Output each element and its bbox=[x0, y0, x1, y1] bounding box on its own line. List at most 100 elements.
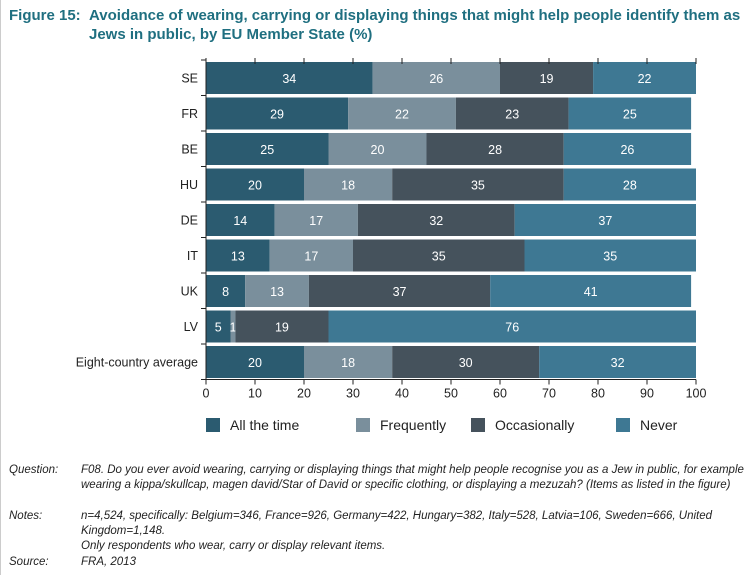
x-tick-label: 60 bbox=[493, 387, 507, 401]
data-label: 26 bbox=[620, 143, 634, 157]
data-label: 28 bbox=[488, 143, 502, 157]
data-label: 22 bbox=[638, 72, 652, 86]
data-label: 35 bbox=[471, 179, 485, 193]
x-tick-label: 100 bbox=[686, 387, 707, 401]
bar-segment bbox=[348, 97, 456, 131]
bar-segment bbox=[328, 310, 696, 344]
data-label: 32 bbox=[429, 214, 443, 228]
bar-segment bbox=[206, 204, 275, 237]
data-label: 35 bbox=[603, 250, 617, 264]
data-label: 17 bbox=[309, 214, 323, 228]
bar-segment bbox=[563, 168, 696, 202]
data-label: 76 bbox=[505, 321, 519, 335]
x-tick-label: 90 bbox=[640, 387, 654, 401]
category-label: SE bbox=[181, 72, 198, 86]
data-label: 20 bbox=[371, 143, 385, 157]
data-label: 29 bbox=[270, 108, 284, 122]
data-label: 17 bbox=[304, 250, 318, 264]
bar-segment bbox=[206, 168, 304, 202]
data-label: 19 bbox=[540, 72, 554, 86]
bar-segment bbox=[500, 62, 594, 95]
bar-segment bbox=[206, 97, 349, 131]
bar-segment bbox=[353, 239, 525, 273]
x-tick-label: 40 bbox=[395, 387, 409, 401]
category-label: LV bbox=[184, 320, 199, 334]
legend-swatch bbox=[206, 418, 220, 432]
bar-segment bbox=[539, 346, 696, 379]
data-label: 37 bbox=[393, 285, 407, 299]
data-label: 1 bbox=[229, 321, 236, 335]
legend-swatch bbox=[471, 418, 485, 432]
bar-segment bbox=[304, 346, 393, 379]
legend-label: Never bbox=[640, 417, 678, 433]
data-label: 25 bbox=[623, 108, 637, 122]
x-tick-label: 70 bbox=[542, 387, 556, 401]
bar-segment bbox=[245, 275, 309, 308]
x-tick-label: 10 bbox=[248, 387, 262, 401]
data-label: 32 bbox=[611, 356, 625, 370]
bar-segment bbox=[206, 133, 329, 166]
bar-segment bbox=[593, 62, 696, 95]
category-label: FR bbox=[181, 107, 198, 121]
bar-segment bbox=[392, 346, 540, 379]
legend-swatch bbox=[616, 418, 630, 432]
bar-segment bbox=[568, 97, 692, 131]
x-tick-label: 80 bbox=[591, 387, 605, 401]
category-label: Eight-country average bbox=[76, 356, 198, 370]
x-tick-label: 0 bbox=[203, 387, 210, 401]
bar-segment bbox=[357, 204, 515, 237]
bar-segment bbox=[524, 239, 696, 273]
data-label: 34 bbox=[282, 72, 296, 86]
legend-label: Occasionally bbox=[495, 417, 574, 433]
bar-segment bbox=[206, 239, 270, 273]
legend-swatch bbox=[356, 418, 370, 432]
bar-segment bbox=[274, 204, 358, 237]
data-label: 5 bbox=[215, 321, 222, 335]
data-label: 19 bbox=[275, 321, 289, 335]
data-label: 13 bbox=[231, 250, 245, 264]
data-label: 35 bbox=[432, 250, 446, 264]
bar-segment bbox=[455, 97, 569, 131]
data-label: 13 bbox=[270, 285, 284, 299]
data-label: 18 bbox=[341, 179, 355, 193]
category-label: IT bbox=[187, 249, 198, 263]
x-tick-label: 20 bbox=[297, 387, 311, 401]
bar-segment bbox=[304, 168, 393, 202]
data-label: 23 bbox=[505, 108, 519, 122]
bar-segment bbox=[328, 133, 427, 166]
bar-segment bbox=[206, 62, 373, 95]
bar-segment bbox=[269, 239, 353, 273]
bar-segment bbox=[372, 62, 500, 95]
data-label: 41 bbox=[584, 285, 598, 299]
bar-segment bbox=[206, 346, 304, 379]
data-label: 20 bbox=[248, 179, 262, 193]
data-label: 18 bbox=[341, 356, 355, 370]
data-label: 25 bbox=[260, 143, 274, 157]
bar-segment bbox=[206, 310, 231, 344]
category-label: HU bbox=[180, 178, 198, 192]
bar-segment bbox=[235, 310, 329, 344]
bar-segment bbox=[392, 168, 564, 202]
bar-segment bbox=[490, 275, 692, 308]
data-label: 8 bbox=[222, 285, 229, 299]
category-label: DE bbox=[181, 214, 198, 228]
legend-label: Frequently bbox=[380, 417, 446, 433]
bar-segment bbox=[563, 133, 692, 166]
bar-segment bbox=[426, 133, 564, 166]
data-label: 20 bbox=[248, 356, 262, 370]
data-label: 28 bbox=[623, 179, 637, 193]
bar-segment bbox=[230, 310, 236, 344]
x-tick-label: 30 bbox=[346, 387, 360, 401]
category-label: UK bbox=[181, 285, 199, 299]
bar-segment bbox=[206, 275, 246, 308]
bar-segment bbox=[514, 204, 696, 237]
bar-segment bbox=[308, 275, 491, 308]
data-label: 26 bbox=[429, 72, 443, 86]
data-label: 22 bbox=[395, 108, 409, 122]
figure-number: Figure 15: bbox=[9, 7, 81, 24]
figure-title-text: Avoidance of wearing, carrying or displa… bbox=[89, 7, 741, 43]
legend-label: All the time bbox=[230, 417, 299, 433]
category-label: BE bbox=[181, 143, 198, 157]
